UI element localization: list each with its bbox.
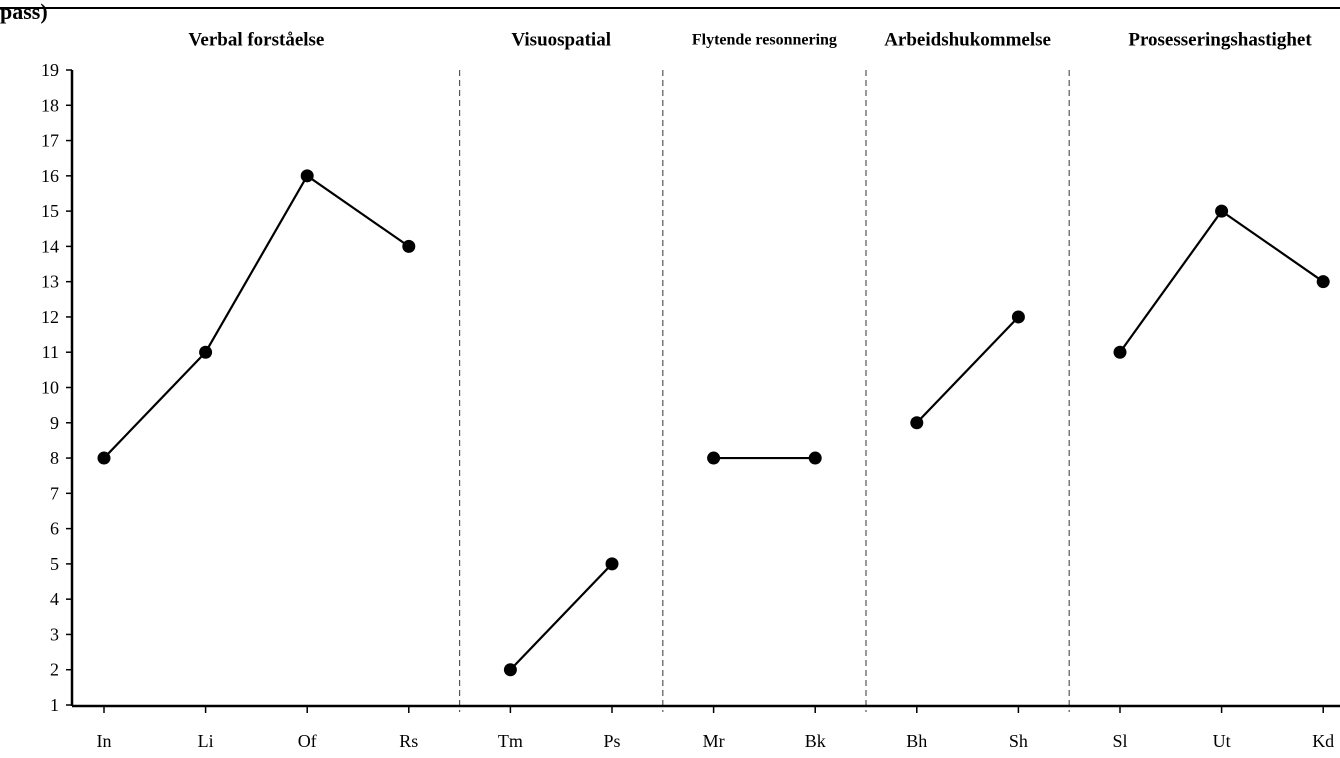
series-line-visuospatial xyxy=(509,563,613,671)
y-tick-label: 7 xyxy=(50,483,59,503)
data-point-kd xyxy=(1316,275,1330,289)
data-point-rs xyxy=(402,239,416,253)
page-header-fragment: pass) xyxy=(0,0,48,24)
y-tick-label: 4 xyxy=(50,589,59,609)
data-point-ps xyxy=(605,557,619,571)
x-tick-label-mr: Mr xyxy=(703,731,725,751)
data-point-li xyxy=(199,345,213,359)
y-tick-label: 2 xyxy=(50,660,59,680)
data-point-in xyxy=(97,451,111,465)
y-tick-label: 10 xyxy=(41,378,59,398)
y-tick-label: 17 xyxy=(41,131,59,151)
data-point-bh xyxy=(910,416,924,430)
x-tick-label-tm: Tm xyxy=(498,731,523,751)
data-point-sl xyxy=(1113,345,1127,359)
y-tick-label: 3 xyxy=(50,624,59,644)
y-tick-label: 13 xyxy=(41,272,59,292)
data-point-of xyxy=(300,169,314,183)
y-tick-label: 8 xyxy=(50,448,59,468)
y-tick-label: 11 xyxy=(42,342,59,362)
y-tick-label: 18 xyxy=(41,95,59,115)
y-tick-label: 12 xyxy=(41,307,59,327)
y-tick-label: 19 xyxy=(41,60,59,80)
x-tick-label-bh: Bh xyxy=(906,731,927,751)
data-point-sh xyxy=(1011,310,1025,324)
x-tick-label-kd: Kd xyxy=(1312,731,1334,751)
x-tick-label-ut: Ut xyxy=(1213,731,1231,751)
x-tick-label-ps: Ps xyxy=(603,731,620,751)
group-title-visuospatial: Visuospatial xyxy=(511,30,611,51)
x-tick-label-rs: Rs xyxy=(399,731,418,751)
y-tick-label: 14 xyxy=(41,236,59,256)
data-point-mr xyxy=(707,451,721,465)
x-tick-label-sh: Sh xyxy=(1009,731,1028,751)
x-tick-label-in: In xyxy=(97,731,112,751)
x-tick-label-li: Li xyxy=(198,731,214,751)
series-line-arbeidshukommelse xyxy=(916,316,1020,424)
y-tick-label: 6 xyxy=(50,519,59,539)
data-point-bk xyxy=(808,451,822,465)
data-point-tm xyxy=(503,663,517,677)
y-tick-label: 9 xyxy=(50,413,59,433)
y-tick-label: 1 xyxy=(50,695,59,715)
group-title-verbal-forsta-else: Verbal forståelse xyxy=(188,30,324,51)
x-tick-label-bk: Bk xyxy=(805,731,826,751)
x-tick-label-of: Of xyxy=(298,731,317,751)
series-line-prosesseringshastighet xyxy=(1119,209,1324,353)
group-title-prosesseringshastighet: Prosesseringshastighet xyxy=(1128,30,1312,51)
group-title-arbeidshukommelse: Arbeidshukommelse xyxy=(884,30,1051,51)
series-line-verbal-forsta-else xyxy=(103,174,410,459)
y-tick-label: 5 xyxy=(50,554,59,574)
y-tick-label: 15 xyxy=(41,201,59,221)
group-title-flytende-resonnering: Flytende resonnering xyxy=(692,32,837,49)
x-tick-label-sl: Sl xyxy=(1112,731,1127,751)
data-point-ut xyxy=(1215,204,1229,218)
y-tick-label: 16 xyxy=(41,166,59,186)
